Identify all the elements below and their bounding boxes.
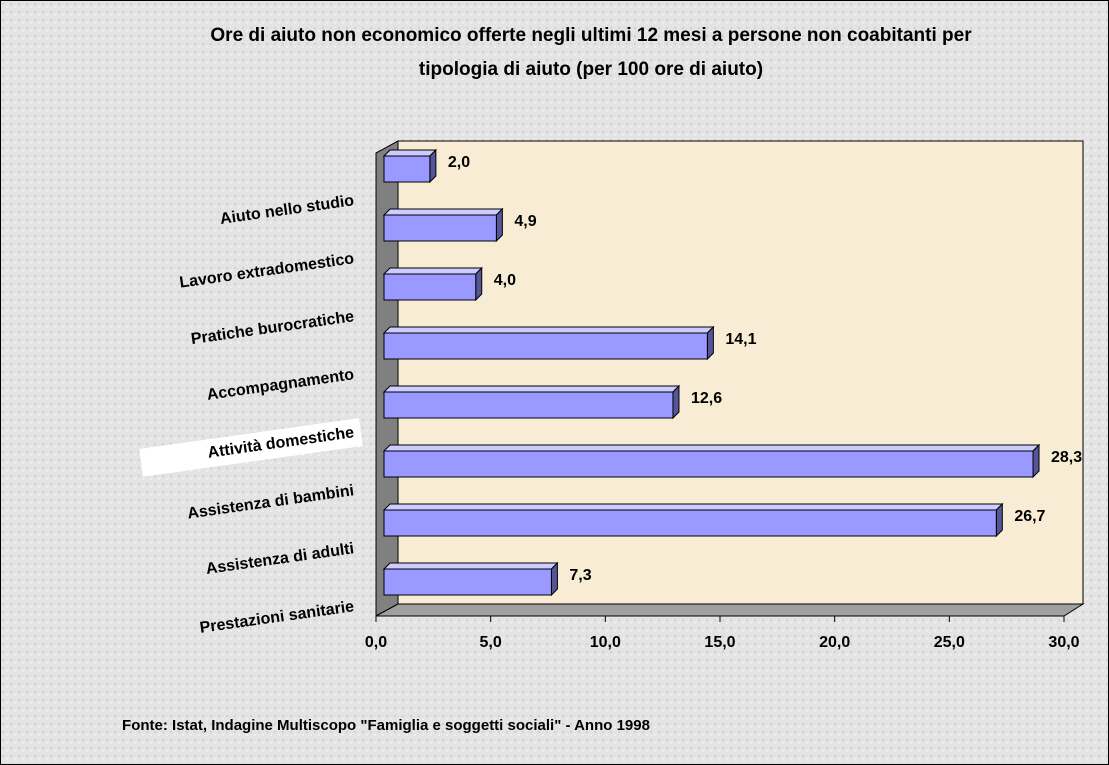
value-label: 2,0	[448, 154, 470, 171]
bar	[383, 155, 431, 183]
source-note: Fonte: Istat, Indagine Multiscopo "Famig…	[122, 717, 650, 734]
x-tick-label: 25,0	[934, 634, 965, 651]
x-tick-label: 5,0	[480, 634, 502, 651]
bar	[383, 332, 708, 360]
x-tick-label: 30,0	[1048, 634, 1079, 651]
chart-title: Ore di aiuto non economico offerte negli…	[210, 25, 972, 80]
bar-side	[495, 207, 503, 243]
value-label: 4,0	[494, 272, 516, 289]
bar-top	[382, 503, 1004, 511]
bar	[383, 450, 1034, 478]
x-tick-label: 15,0	[704, 634, 735, 651]
bar-top	[382, 385, 681, 393]
bar-side	[672, 384, 680, 420]
bar-top	[382, 267, 483, 275]
value-label: 12,6	[691, 390, 722, 407]
x-tick-label: 20,0	[819, 634, 850, 651]
value-label: 26,7	[1014, 508, 1045, 525]
value-label: 14,1	[725, 331, 756, 348]
bar-top	[382, 208, 504, 216]
bar-side	[995, 502, 1003, 538]
label-highlight	[139, 418, 363, 477]
bar-side	[550, 561, 558, 597]
bar-side	[1032, 443, 1040, 479]
x-tick-label: 10,0	[590, 634, 621, 651]
bar-top	[382, 149, 438, 157]
bar	[383, 509, 997, 537]
bar-side	[706, 325, 714, 361]
x-tick-label: 0,0	[365, 634, 387, 651]
floor	[375, 603, 1085, 617]
value-label: 28,3	[1051, 449, 1082, 466]
bar	[383, 568, 552, 596]
value-label: 7,3	[569, 567, 591, 584]
value-label: 4,9	[514, 213, 536, 230]
bar-side	[429, 148, 437, 184]
bar	[383, 391, 674, 419]
bar	[383, 214, 497, 242]
bar	[383, 273, 477, 301]
bar-top	[382, 326, 715, 334]
bar-top	[382, 562, 559, 570]
bar-side	[475, 266, 483, 302]
bar-top	[382, 444, 1041, 452]
